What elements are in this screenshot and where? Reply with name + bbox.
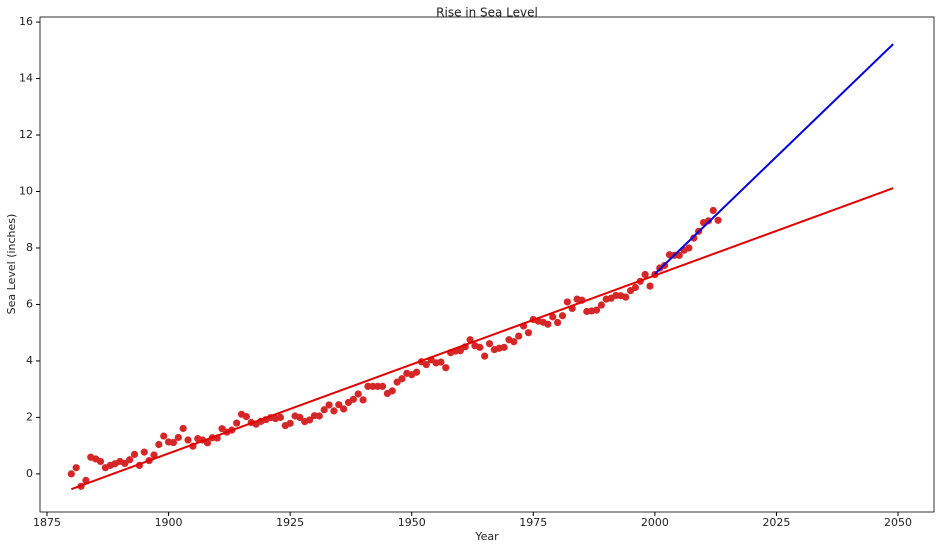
y-tick-label: 0 [26, 467, 33, 480]
data-point [597, 301, 605, 309]
regression-line [70, 187, 894, 491]
data-point [398, 375, 406, 383]
data-point [359, 396, 367, 404]
data-point [563, 298, 571, 306]
x-tick-label: 1925 [276, 516, 304, 529]
data-point [320, 406, 328, 414]
data-point [340, 405, 348, 413]
y-tick-label: 16 [19, 15, 33, 28]
x-tick-label: 1900 [155, 516, 183, 529]
data-point [96, 457, 105, 466]
plot-frame [39, 16, 935, 513]
data-point [592, 306, 601, 314]
data-point [622, 293, 630, 301]
data-point [544, 320, 552, 328]
data-point [242, 412, 250, 421]
data-point [500, 343, 508, 351]
y-tick-label: 12 [19, 128, 33, 141]
data-point [306, 416, 314, 424]
data-point [714, 216, 722, 224]
y-tick-label: 4 [26, 354, 33, 367]
data-point [160, 432, 168, 440]
data-point [481, 352, 489, 360]
data-point [412, 368, 421, 376]
data-point [155, 440, 163, 449]
data-point [203, 439, 212, 447]
data-point [354, 390, 362, 398]
x-tick-label: 2050 [884, 516, 912, 529]
data-point [325, 401, 333, 409]
data-point [315, 412, 323, 420]
data-point [330, 407, 338, 415]
data-point [641, 270, 649, 279]
x-tick-label: 2000 [641, 516, 669, 529]
data-point [631, 283, 640, 292]
data-point [349, 395, 357, 403]
data-point [378, 382, 387, 390]
x-tick-label: 2025 [762, 516, 790, 529]
data-point [704, 217, 712, 225]
data-point [296, 413, 304, 422]
x-tick-label: 1950 [398, 516, 426, 529]
data-point [335, 401, 343, 409]
data-point [130, 450, 139, 458]
data-point [286, 419, 294, 427]
data-point [233, 419, 241, 427]
x-tick-label: 1875 [33, 516, 61, 529]
data-point [485, 340, 494, 348]
y-tick-label: 10 [19, 185, 33, 198]
data-point [515, 332, 523, 340]
data-point [388, 387, 396, 395]
data-point [140, 448, 148, 456]
data-point [437, 358, 445, 366]
y-tick-label: 14 [19, 72, 33, 85]
data-point [169, 438, 178, 447]
data-point [67, 470, 75, 478]
data-point [476, 343, 484, 351]
x-tick-label: 1975 [519, 516, 547, 529]
data-point [554, 318, 562, 327]
chart-title: Rise in Sea Level [436, 6, 538, 20]
y-tick-label: 6 [26, 297, 33, 310]
data-point [179, 424, 187, 433]
data-point [72, 464, 80, 472]
data-point [549, 313, 557, 321]
data-point [184, 436, 192, 444]
data-point [685, 244, 693, 252]
data-point [422, 361, 430, 369]
x-axis-label: Year [474, 530, 499, 543]
data-point [709, 206, 717, 215]
y-tick-label: 2 [26, 410, 33, 423]
data-point [646, 282, 654, 290]
regression-line [654, 43, 894, 275]
data-point [524, 329, 533, 337]
data-point [510, 338, 518, 346]
y-tick-label: 8 [26, 241, 33, 254]
data-point [276, 413, 285, 422]
data-point [126, 456, 134, 464]
data-point [442, 364, 450, 372]
data-point [558, 312, 567, 320]
data-point [174, 433, 182, 442]
data-point [150, 451, 158, 459]
data-point [690, 234, 698, 242]
y-axis-label: Sea Level (inches) [5, 214, 18, 315]
data-point [456, 347, 464, 355]
